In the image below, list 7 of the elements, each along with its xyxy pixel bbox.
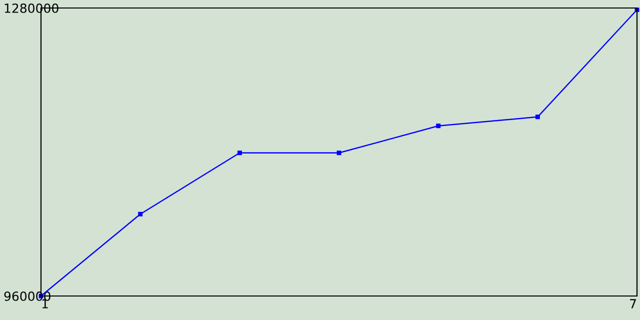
point [535,114,540,120]
x-tick-label: 7 [630,299,636,308]
x-tick-label: 1 [42,299,48,308]
point [436,124,441,128]
point [336,150,342,156]
point [237,150,242,156]
point [138,212,143,216]
